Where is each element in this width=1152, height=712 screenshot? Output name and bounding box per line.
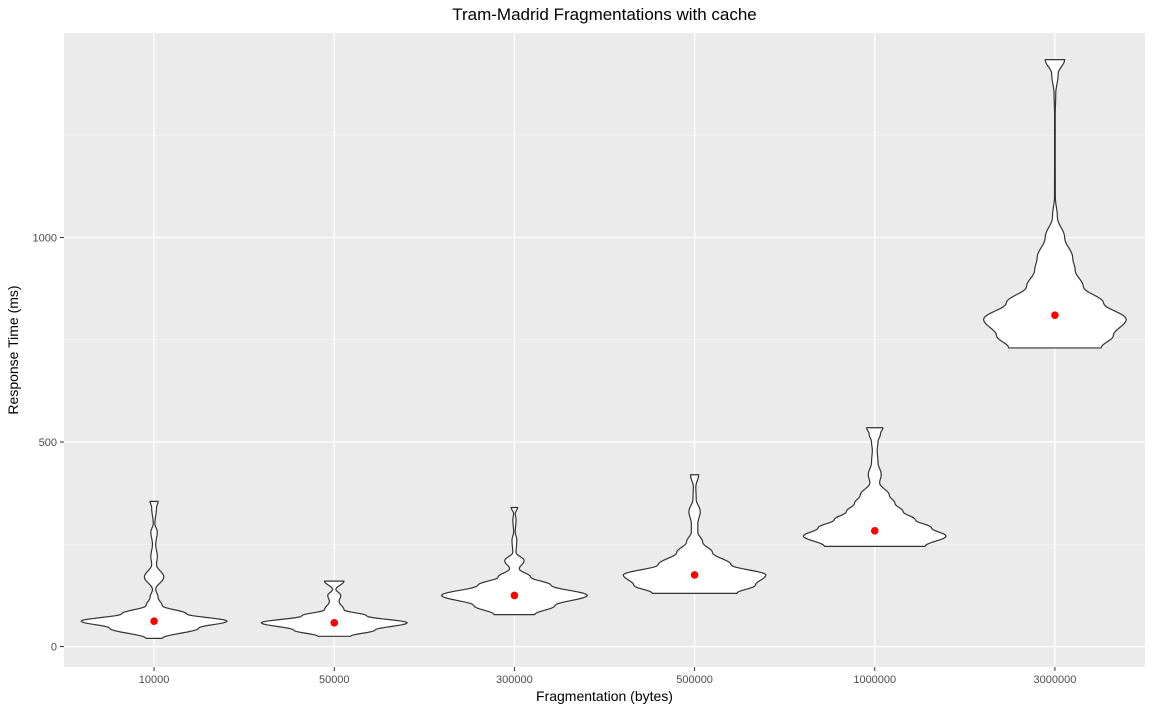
chart-title: Tram-Madrid Fragmentations with cache bbox=[452, 5, 757, 24]
mean-point-1000000 bbox=[870, 526, 879, 535]
mean-point-300000 bbox=[510, 591, 519, 600]
violin-500000 bbox=[622, 474, 767, 594]
mean-point-500000 bbox=[690, 571, 699, 579]
y-axis-title: Response Time (ms) bbox=[5, 285, 21, 414]
plot-panel bbox=[64, 33, 1145, 667]
y-tick-label-1: 500 bbox=[39, 437, 57, 449]
mean-point-10000 bbox=[150, 617, 158, 625]
x-tick-label-1: 50000 bbox=[319, 674, 350, 686]
violin-3000000 bbox=[982, 58, 1127, 349]
y-tick-label-0: 0 bbox=[51, 642, 57, 654]
x-tick-label-3: 500000 bbox=[676, 674, 713, 686]
mean-point-3000000 bbox=[1051, 311, 1059, 320]
violin-50000 bbox=[260, 580, 408, 637]
x-axis-title: Fragmentation (bytes) bbox=[536, 688, 673, 704]
x-tick-label-0: 10000 bbox=[139, 674, 170, 686]
mean-point-50000 bbox=[330, 619, 339, 627]
x-tick-label-5: 3000000 bbox=[1034, 674, 1077, 686]
x-tick-label-4: 1000000 bbox=[853, 674, 896, 686]
violin-300000 bbox=[440, 506, 588, 616]
violins bbox=[80, 58, 1127, 639]
mean-points bbox=[150, 311, 1059, 627]
x-axis: 10000 50000 300000 500000 1000000 3000000 bbox=[139, 667, 1077, 686]
y-tick-label-2: 1000 bbox=[33, 233, 57, 245]
x-tick-label-2: 300000 bbox=[496, 674, 533, 686]
violin-10000 bbox=[80, 500, 228, 639]
y-axis: 0 500 1000 bbox=[33, 233, 64, 654]
violin-1000000 bbox=[802, 427, 947, 547]
